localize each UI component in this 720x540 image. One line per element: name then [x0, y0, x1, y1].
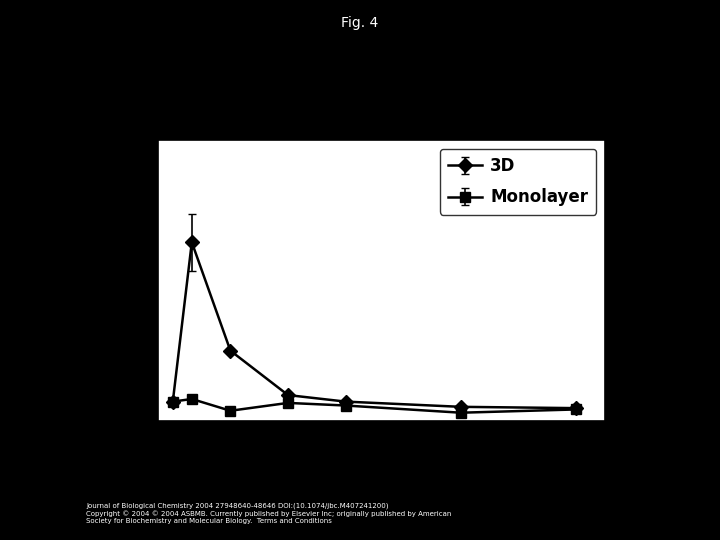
Text: Journal of Biological Chemistry 2004 27948640-48646 DOI:(10.1074/jbc.M407241200): Journal of Biological Chemistry 2004 279… [86, 502, 451, 523]
X-axis label: Days in 3D collagen gel: Days in 3D collagen gel [264, 452, 500, 470]
Legend: 3D, Monolayer: 3D, Monolayer [440, 148, 596, 215]
Y-axis label: mTGFβ expression: mTGFβ expression [105, 187, 123, 375]
Text: Fig. 4: Fig. 4 [341, 16, 379, 30]
